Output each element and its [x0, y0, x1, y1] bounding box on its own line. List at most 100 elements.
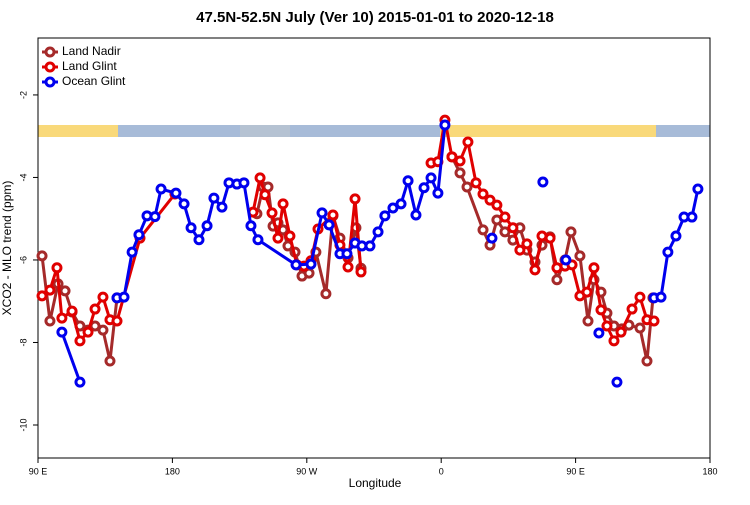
point [395, 198, 407, 210]
point [238, 177, 250, 189]
point [529, 264, 541, 276]
point [266, 207, 278, 219]
point [626, 303, 638, 315]
point [66, 305, 78, 317]
point [245, 220, 257, 232]
point [537, 176, 549, 188]
point [462, 136, 474, 148]
point [418, 182, 430, 194]
point [341, 248, 353, 260]
point [461, 181, 473, 193]
point [615, 326, 627, 338]
point [89, 303, 101, 315]
point [185, 222, 197, 234]
point [56, 312, 68, 324]
point [634, 322, 646, 334]
point [104, 355, 116, 367]
point [82, 326, 94, 338]
point [155, 183, 167, 195]
point [349, 193, 361, 205]
point [342, 261, 354, 273]
legend-marker [44, 61, 56, 73]
point [477, 224, 489, 236]
point [410, 209, 422, 221]
point [97, 291, 109, 303]
point [387, 202, 399, 214]
point [662, 246, 674, 258]
point [379, 210, 391, 222]
point [364, 240, 376, 252]
point [499, 226, 511, 238]
point [641, 355, 653, 367]
point [36, 250, 48, 262]
point [254, 172, 266, 184]
point [51, 262, 63, 274]
x-tick-label: 0 [439, 466, 444, 476]
point [432, 187, 444, 199]
land-ocean-strip [38, 125, 710, 137]
point [201, 220, 213, 232]
x-tick-label: 90 W [296, 466, 318, 476]
x-axis-label: Longitude [349, 476, 402, 490]
point [170, 187, 182, 199]
point [454, 155, 466, 167]
series-line [60, 124, 700, 383]
point [355, 266, 367, 278]
point [521, 238, 533, 250]
point [126, 246, 138, 258]
point [499, 211, 511, 223]
point [111, 315, 123, 327]
point [44, 315, 56, 327]
point [470, 177, 482, 189]
point [36, 290, 48, 302]
legend-marker [44, 46, 56, 58]
point [327, 209, 339, 221]
point [692, 183, 704, 195]
point [316, 207, 328, 219]
chart-title: 47.5N-52.5N July (Ver 10) 2015-01-01 to … [196, 9, 554, 26]
point [97, 324, 109, 336]
point [208, 192, 220, 204]
point [477, 188, 489, 200]
legend-label: Land Nadir [62, 44, 121, 58]
point [514, 244, 526, 256]
point [686, 211, 698, 223]
point [323, 219, 335, 231]
y-tick-label: -4 [18, 173, 28, 181]
point [588, 262, 600, 274]
point [320, 288, 332, 300]
point [259, 189, 271, 201]
x-tick-label: 180 [702, 466, 717, 476]
point [670, 230, 682, 242]
point [582, 315, 594, 327]
plot-frame [37, 37, 711, 459]
x-tick-label: 180 [165, 466, 180, 476]
y-tick-label: -8 [18, 338, 28, 346]
legend-marker [44, 76, 56, 88]
point [484, 194, 496, 206]
y-axis-label: XCO2 - MLO trend (ppm) [0, 181, 14, 316]
y-tick-label: -10 [18, 418, 28, 431]
point [277, 198, 289, 210]
point [284, 230, 296, 242]
point [133, 229, 145, 241]
point [593, 327, 605, 339]
point [560, 254, 572, 266]
point [611, 376, 623, 388]
point [551, 274, 563, 286]
point [372, 226, 384, 238]
point [565, 226, 577, 238]
point [216, 201, 228, 213]
point [581, 286, 593, 298]
legend-label: Land Glint [62, 59, 117, 73]
point [252, 234, 264, 246]
point [608, 335, 620, 347]
point [305, 258, 317, 270]
point [507, 222, 519, 234]
point [402, 175, 414, 187]
point [446, 151, 458, 163]
point [574, 250, 586, 262]
point [118, 291, 130, 303]
point [655, 291, 667, 303]
